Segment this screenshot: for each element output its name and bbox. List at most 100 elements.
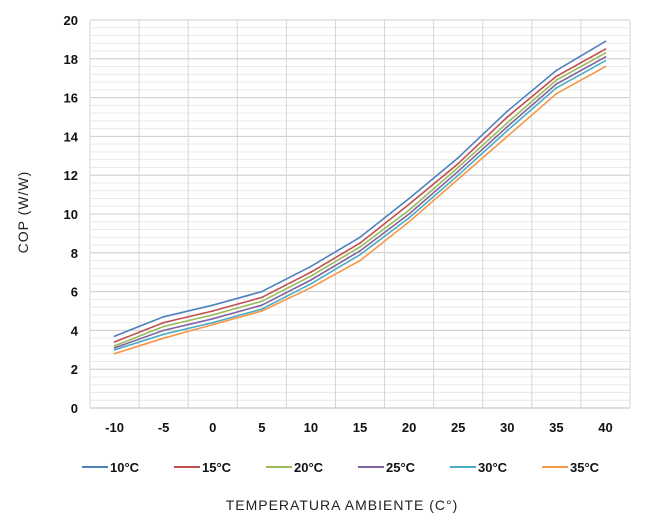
data-point bbox=[260, 310, 263, 312]
data-point bbox=[555, 92, 558, 95]
data-point bbox=[211, 304, 214, 307]
data-point bbox=[555, 83, 558, 85]
data-point bbox=[359, 242, 361, 245]
data-point bbox=[408, 203, 410, 206]
y-tick-label: 14 bbox=[64, 129, 79, 144]
data-point bbox=[162, 329, 165, 332]
x-tick-label: -5 bbox=[158, 420, 170, 435]
data-point bbox=[310, 286, 312, 289]
data-point bbox=[113, 341, 116, 343]
data-point bbox=[113, 335, 116, 338]
data-point bbox=[162, 321, 165, 324]
x-tick-label: 35 bbox=[549, 420, 563, 435]
data-point bbox=[359, 259, 361, 262]
data-point bbox=[260, 296, 263, 299]
data-point bbox=[408, 216, 410, 219]
legend-entry-label: 15°C bbox=[202, 460, 232, 475]
major-gridlines bbox=[89, 19, 631, 409]
x-axis-tick-labels: -10 -5 0 5 10 15 20 25 30 35 40 bbox=[105, 420, 613, 435]
data-point bbox=[211, 310, 214, 312]
data-point bbox=[162, 337, 165, 340]
legend-entry-label: 35°C bbox=[570, 460, 600, 475]
x-tick-label: -10 bbox=[105, 420, 124, 435]
y-tick-label: 2 bbox=[71, 362, 78, 377]
data-point bbox=[408, 220, 410, 223]
data-point bbox=[555, 87, 558, 89]
legend: 10°C 15°C 20°C 25°C 30°C 35°C bbox=[82, 460, 600, 475]
y-tick-label: 18 bbox=[64, 52, 78, 67]
data-point bbox=[506, 121, 509, 124]
y-tick-label: 6 bbox=[71, 285, 78, 300]
x-tick-label: 15 bbox=[353, 420, 367, 435]
data-point bbox=[260, 308, 263, 310]
data-point bbox=[162, 325, 165, 328]
data-point bbox=[162, 315, 165, 318]
data-point bbox=[408, 209, 410, 212]
data-point bbox=[604, 59, 607, 62]
legend-entry-label: 20°C bbox=[294, 460, 324, 475]
data-point bbox=[260, 304, 263, 307]
y-tick-label: 0 bbox=[71, 401, 78, 416]
data-point bbox=[113, 346, 116, 349]
data-point bbox=[162, 333, 165, 336]
x-tick-label: 5 bbox=[258, 420, 265, 435]
data-point bbox=[506, 129, 509, 132]
data-point bbox=[506, 116, 509, 118]
data-point bbox=[506, 125, 509, 128]
data-point bbox=[359, 249, 361, 252]
data-point bbox=[113, 352, 116, 355]
legend-entry-label: 30°C bbox=[478, 460, 508, 475]
data-point bbox=[359, 246, 361, 248]
x-tick-label: 30 bbox=[500, 420, 514, 435]
data-point bbox=[310, 279, 312, 281]
y-axis-tick-labels: 0 2 4 6 8 10 12 14 16 18 20 bbox=[64, 13, 79, 416]
y-tick-label: 4 bbox=[71, 323, 79, 338]
data-point bbox=[310, 271, 312, 274]
data-point bbox=[211, 321, 214, 324]
data-point bbox=[260, 300, 263, 303]
data-point bbox=[310, 265, 312, 268]
data-point bbox=[604, 40, 607, 43]
data-point bbox=[211, 313, 214, 316]
x-tick-label: 25 bbox=[451, 420, 465, 435]
legend-entry-label: 10°C bbox=[110, 460, 140, 475]
data-point bbox=[457, 156, 460, 159]
data-point bbox=[260, 290, 263, 293]
data-point bbox=[113, 348, 116, 351]
x-tick-label: 10 bbox=[304, 420, 318, 435]
data-point bbox=[604, 52, 607, 54]
data-point bbox=[604, 65, 607, 68]
y-tick-label: 10 bbox=[64, 207, 78, 222]
data-point bbox=[457, 166, 460, 169]
y-tick-label: 20 bbox=[64, 13, 78, 28]
data-point bbox=[359, 236, 361, 239]
y-axis-title: COP (W/W) bbox=[15, 171, 31, 254]
data-point bbox=[211, 317, 214, 320]
data-point bbox=[555, 79, 558, 82]
data-point bbox=[506, 135, 509, 138]
data-point bbox=[457, 178, 460, 180]
y-tick-label: 12 bbox=[64, 168, 78, 183]
data-point bbox=[604, 48, 607, 50]
data-point bbox=[211, 323, 214, 326]
data-point bbox=[604, 55, 607, 58]
data-point bbox=[408, 197, 410, 200]
x-tick-label: 20 bbox=[402, 420, 416, 435]
data-point bbox=[555, 69, 558, 72]
y-tick-label: 8 bbox=[71, 246, 78, 261]
data-point bbox=[310, 275, 312, 277]
data-point bbox=[506, 110, 509, 113]
data-point bbox=[408, 213, 410, 215]
data-point bbox=[555, 75, 558, 78]
x-axis-title: TEMPERATURA AMBIENTE (C°) bbox=[226, 497, 459, 513]
y-tick-label: 16 bbox=[64, 91, 78, 106]
data-point bbox=[457, 170, 460, 173]
series-lines bbox=[113, 40, 607, 355]
x-tick-label: 0 bbox=[209, 420, 216, 435]
data-point bbox=[457, 174, 460, 177]
data-point bbox=[359, 253, 361, 256]
data-point bbox=[113, 345, 116, 347]
x-tick-label: 40 bbox=[598, 420, 612, 435]
